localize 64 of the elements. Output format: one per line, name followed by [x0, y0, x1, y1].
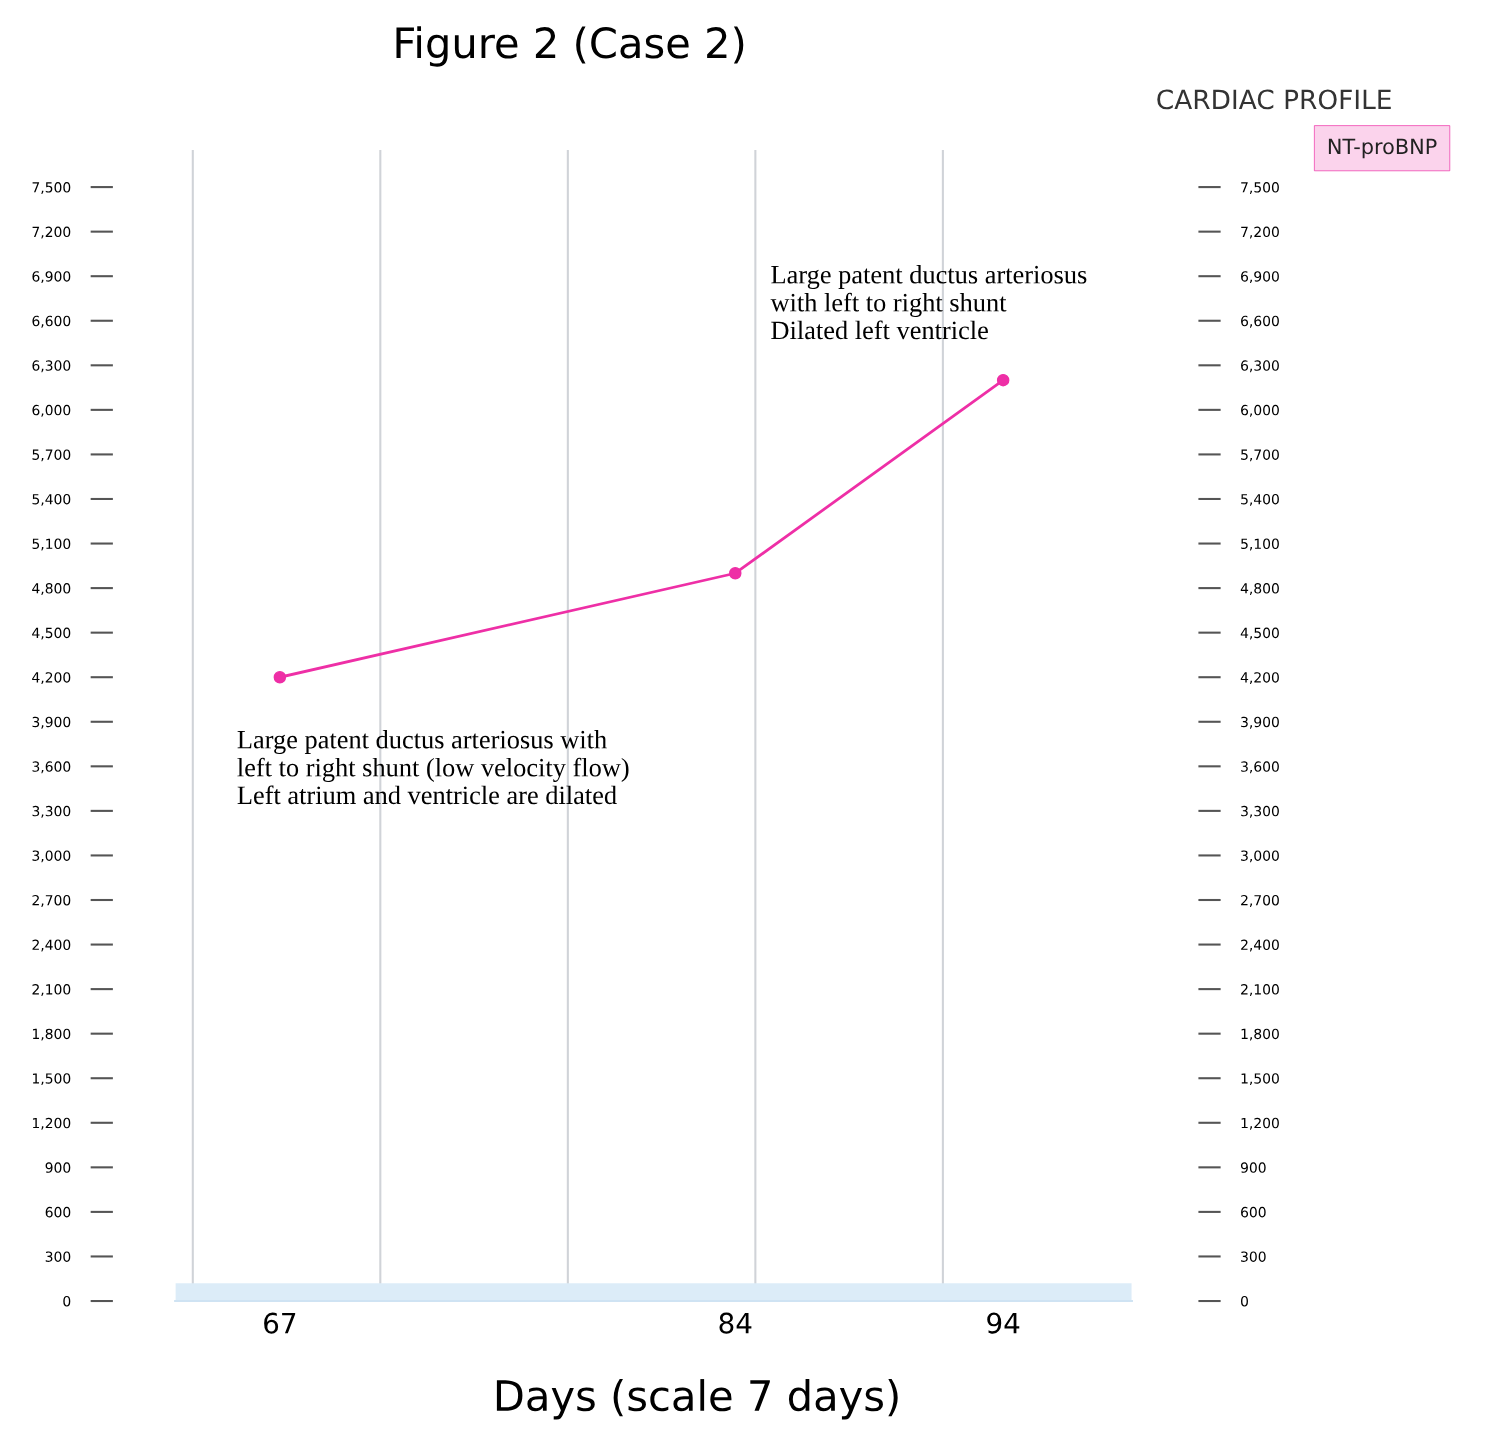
y-tick-label: 6,900: [32, 271, 71, 284]
y2-tick-label: 5,700: [1241, 449, 1279, 462]
y-tick-label: 7,200: [32, 226, 71, 239]
y2-tick-label: 3,900: [1241, 716, 1279, 729]
y-tick-label: 3,600: [32, 761, 71, 774]
y-tick-label: 6,600: [32, 315, 71, 328]
y2-tick-label: 3,000: [1241, 850, 1279, 863]
y-tick-label: 4,200: [32, 672, 71, 685]
y-tick-label: 5,700: [32, 449, 71, 462]
y2-tick-label: 4,500: [1240, 627, 1279, 640]
y2-tick-label: 300: [1241, 1251, 1266, 1262]
y-tick-label: 2,400: [32, 939, 71, 952]
y-tick-label: 6,300: [32, 360, 71, 373]
point: [273, 670, 287, 684]
y2-tick-label: 4,800: [1240, 583, 1279, 595]
y2-tick-label: 5,100: [1241, 538, 1279, 551]
y-tick-label: 0: [63, 1295, 71, 1307]
y2-tick-label: 2,400: [1241, 939, 1279, 952]
y-tick-label: 3,900: [32, 716, 71, 729]
y2-tick-label: 900: [1240, 1162, 1266, 1173]
y2-tick-label: 0: [1240, 1295, 1248, 1307]
y2-tick-label: 3,300: [1241, 805, 1279, 818]
chart-title: Figure 2 (Case 2): [396, 26, 744, 67]
y-tick-label: 1,800: [32, 1028, 71, 1041]
annotation: Large patent ductus arteriosus with left to right shunt (low velocity flow) Left atrium and ventricle are dilated: [237, 729, 629, 805]
y2-tick-label: 6,900: [1241, 271, 1279, 284]
y2-tick-label: 1,800: [1241, 1028, 1279, 1041]
y-tick-label: 2,700: [32, 894, 71, 907]
y2-tick-label: 6,600: [1241, 315, 1279, 328]
y-tick-label: 1,500: [32, 1073, 71, 1086]
y2-tick-label: 2,700: [1241, 894, 1279, 907]
y-tick-label: 300: [45, 1251, 71, 1262]
point: [729, 566, 742, 580]
text: NT-proBNP: [1328, 138, 1437, 159]
legend-title: CARDIAC PROFILE: [1157, 89, 1391, 110]
y-tick-label: 1,200: [32, 1117, 71, 1130]
x-tick-label: 67: [264, 1312, 296, 1334]
y2-tick-label: 7,500: [1241, 182, 1279, 194]
y2-tick-label: 600: [1241, 1206, 1266, 1218]
x-tick-label: 94: [987, 1312, 1020, 1334]
y-tick-label: 4,800: [32, 583, 71, 595]
x-axis-title: Days (scale 7 days): [496, 1379, 898, 1420]
annotation: Large patent ductus arteriosus with left to right shunt Dilated left ventricle: [770, 265, 1087, 340]
y2-tick-label: 6,300: [1241, 360, 1279, 373]
y2-tick-label: 1,500: [1241, 1073, 1279, 1086]
y-tick-label: 900: [45, 1162, 71, 1173]
y-tick-label: 3,300: [32, 805, 71, 818]
y2-tick-label: 7,200: [1241, 226, 1279, 239]
point: [996, 373, 1010, 387]
y2-tick-label: 4,200: [1240, 672, 1279, 685]
y-tick-label: 4,500: [32, 627, 71, 640]
y-tick-label: 2,100: [32, 984, 71, 997]
y2-tick-label: 1,200: [1241, 1117, 1279, 1130]
y-tick-label: 600: [45, 1206, 71, 1218]
y-tick-label: 6,000: [32, 404, 71, 417]
y-tick-label: 5,400: [32, 493, 71, 506]
y-tick-label: 5,100: [32, 538, 71, 551]
y2-tick-label: 6,000: [1241, 404, 1279, 417]
y-tick-label: 7,500: [32, 182, 71, 194]
y2-tick-label: 2,100: [1241, 984, 1279, 997]
x-tick-label: 84: [719, 1312, 752, 1334]
y2-tick-label: 5,400: [1241, 493, 1279, 506]
y-tick-label: 3,000: [32, 850, 71, 863]
y2-tick-label: 3,600: [1241, 761, 1279, 774]
